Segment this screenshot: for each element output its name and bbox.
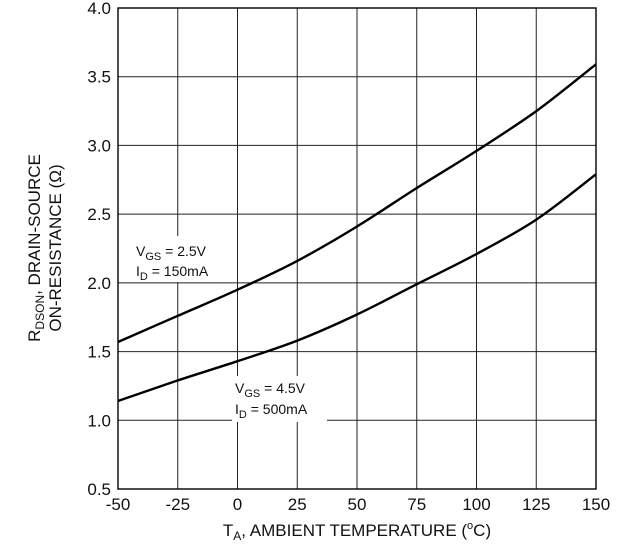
x-axis-title: TA, AMBIENT TEMPERATURE (oC) <box>223 520 491 543</box>
y-tick-label: 1.5 <box>87 343 111 362</box>
plot-frame <box>117 7 597 490</box>
anno-2-v: V <box>235 380 245 396</box>
y-tick-label: 1.0 <box>87 411 111 430</box>
anno-1-gs-sub: GS <box>145 251 161 263</box>
y-tick-label: 3.0 <box>87 136 111 155</box>
y-tick-label: 4.0 <box>87 0 111 18</box>
y-axis-title-line1: RDSON, DRAIN-SOURCE <box>25 154 47 342</box>
x-axis-title-rest: , AMBIENT TEMPERATURE ( <box>241 521 467 540</box>
x-tick-label: 150 <box>582 495 610 514</box>
x-axis-title-sub: A <box>233 529 241 543</box>
annotation-2-line2: ID = 500mA <box>235 401 308 421</box>
series-lines <box>117 63 597 403</box>
x-axis-title-main: T <box>223 521 233 540</box>
y-axis-title-r: R <box>25 330 44 342</box>
y-axis-title: RDSON, DRAIN-SOURCE ON-RESISTANCE (Ω) <box>25 154 65 342</box>
anno-1-d-sub: D <box>140 271 148 283</box>
anno-2-id-value: = 500mA <box>247 401 308 417</box>
x-tick-label: 25 <box>288 495 307 514</box>
anno-1-v: V <box>136 243 146 259</box>
x-tick-label: -25 <box>165 495 190 514</box>
y-tick-labels: 0.5 1.0 1.5 2.0 2.5 3.0 3.5 4.0 <box>87 0 111 499</box>
anno-1-id-value: = 150mA <box>148 263 209 279</box>
annotation-2-line1: VGS = 4.5V <box>235 380 306 400</box>
x-tick-label: -50 <box>106 495 131 514</box>
x-tick-label: 50 <box>348 495 367 514</box>
y-tick-label: 3.5 <box>87 68 111 87</box>
anno-1-i: I <box>136 263 140 279</box>
annotation-vgs-2-5v: VGS = 2.5V ID = 150mA <box>133 236 211 283</box>
annotation-1-line2: ID = 150mA <box>136 263 209 283</box>
anno-2-d-sub: D <box>239 409 247 421</box>
x-tick-labels: -50 -25 0 25 50 75 100 125 150 <box>106 495 610 514</box>
y-tick-label: 0.5 <box>87 480 111 499</box>
x-axis-unit: C) <box>473 521 491 540</box>
x-axis-degree: o <box>467 520 473 532</box>
series-line-2 <box>117 173 597 403</box>
annotation-vgs-4-5v: VGS = 4.5V ID = 500mA <box>232 376 327 422</box>
y-tick-label: 2.0 <box>87 274 111 293</box>
x-tick-label: 100 <box>462 495 490 514</box>
anno-2-vgs-value: = 4.5V <box>260 380 305 396</box>
y-axis-title-sub: DSON <box>33 295 47 330</box>
x-tick-label: 0 <box>233 495 242 514</box>
y-axis-title-line2: ON-RESISTANCE (Ω) <box>46 164 65 331</box>
series-line-1 <box>117 63 597 344</box>
x-tick-label: 75 <box>407 495 426 514</box>
y-tick-label: 2.5 <box>87 205 111 224</box>
y-axis-title-rest: , DRAIN-SOURCE <box>25 154 44 295</box>
anno-2-i: I <box>235 401 239 417</box>
anno-1-vgs-value: = 2.5V <box>161 243 206 259</box>
annotation-1-line1: VGS = 2.5V <box>136 243 207 263</box>
x-tick-label: 125 <box>522 495 550 514</box>
grid <box>118 8 596 489</box>
anno-2-gs-sub: GS <box>244 388 260 400</box>
